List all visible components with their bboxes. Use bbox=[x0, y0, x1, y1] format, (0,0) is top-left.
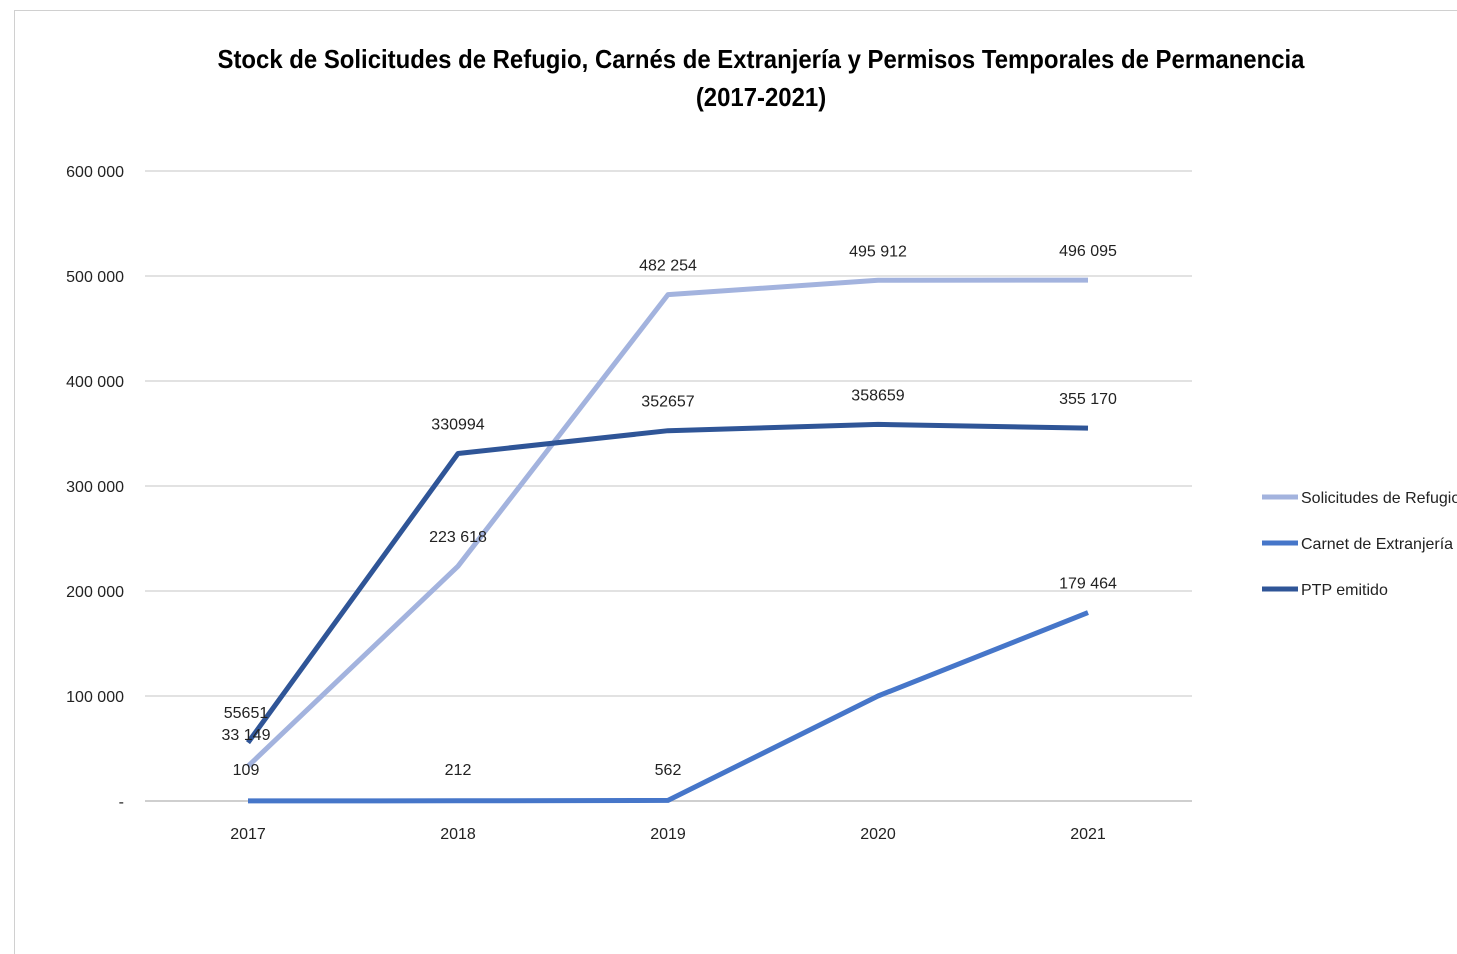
y-tick-label: 600 000 bbox=[66, 164, 124, 181]
data-label: 212 bbox=[445, 762, 472, 779]
legend: Solicitudes de Refugio Carnet de Extranje… bbox=[1262, 490, 1457, 599]
x-tick-label: 2017 bbox=[230, 826, 266, 843]
series-lines bbox=[245, 277, 1089, 804]
x-tick-label: 2020 bbox=[860, 826, 896, 843]
data-label: 482 254 bbox=[639, 258, 697, 275]
chart-frame bbox=[14, 10, 1457, 954]
chart-title-line-1: Stock de Solicitudes de Refugio, Carnés … bbox=[217, 44, 1305, 74]
legend-label: PTP emitido bbox=[1301, 582, 1388, 599]
y-tick-label: 100 000 bbox=[66, 689, 124, 706]
data-label: 496 095 bbox=[1059, 243, 1117, 260]
data-label: 355 170 bbox=[1059, 391, 1117, 408]
x-tick-label: 2018 bbox=[440, 826, 476, 843]
data-label: 358659 bbox=[851, 387, 904, 404]
series-line-3 bbox=[245, 421, 1089, 745]
y-tick-label: - bbox=[119, 794, 124, 811]
y-tick-label: 300 000 bbox=[66, 479, 124, 496]
data-label: 33 149 bbox=[222, 727, 271, 744]
x-tick-label: 2021 bbox=[1070, 826, 1106, 843]
data-label: 352657 bbox=[641, 394, 694, 411]
data-label: 55651 bbox=[224, 705, 269, 722]
legend-label: Carnet de Extranjería bbox=[1301, 536, 1453, 553]
data-label: 330994 bbox=[431, 416, 484, 433]
chart-title: Stock de Solicitudes de Refugio, Carnés … bbox=[61, 40, 1457, 116]
y-tick-label: 400 000 bbox=[66, 374, 124, 391]
y-axis: - 100 000 200 000 300 000 400 000 500 000 600 … bbox=[66, 164, 124, 811]
series-line-1 bbox=[246, 277, 1089, 769]
data-label: 562 bbox=[655, 762, 682, 779]
data-label: 495 912 bbox=[849, 243, 907, 260]
y-tick-label: 500 000 bbox=[66, 269, 124, 286]
x-tick-label: 2019 bbox=[650, 826, 686, 843]
legend-label: Solicitudes de Refugio bbox=[1301, 490, 1457, 507]
data-labels: 33 149 223 618 482 254 495 912 496 095 109 212… bbox=[222, 243, 1117, 779]
data-label: 109 bbox=[233, 762, 260, 779]
data-label: 179 464 bbox=[1059, 576, 1117, 593]
data-label: 223 618 bbox=[429, 529, 487, 546]
chart-title-line-2: (2017-2021) bbox=[695, 82, 827, 112]
y-tick-label: 200 000 bbox=[66, 584, 124, 601]
series-line-2 bbox=[247, 610, 1089, 804]
x-axis: 2017 2018 2019 2020 2021 bbox=[230, 826, 1106, 843]
